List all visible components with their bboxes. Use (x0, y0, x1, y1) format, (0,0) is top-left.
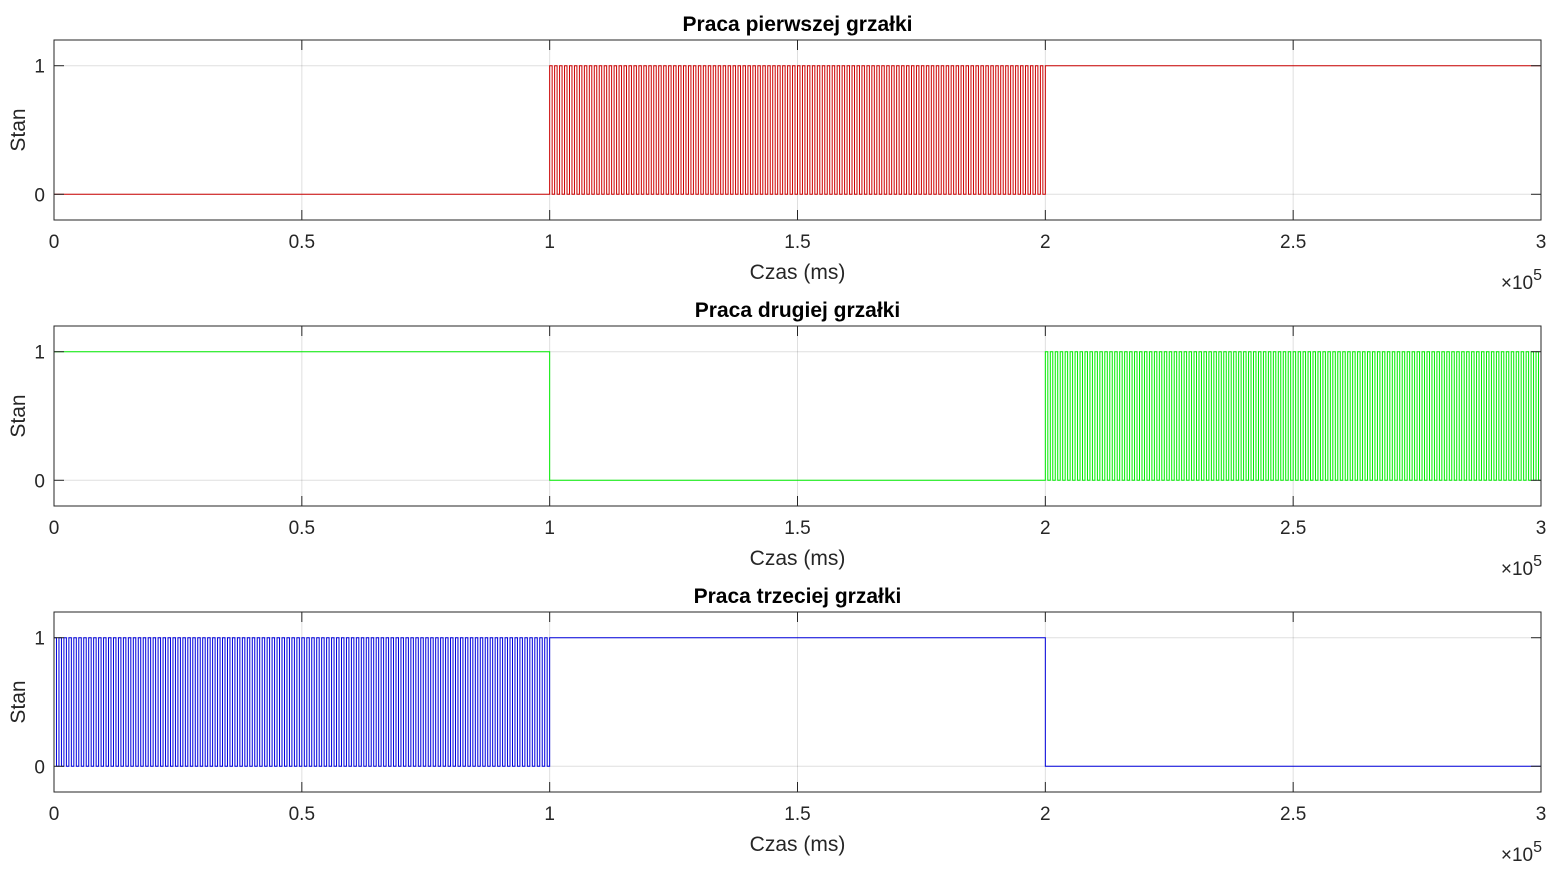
x-tick-label: 2 (1040, 518, 1051, 539)
chart-title: Praca pierwszej grzałki (683, 13, 913, 36)
series-line-1 (54, 351, 1541, 481)
x-tick-label: 3 (1536, 232, 1547, 253)
x-tick-label: 1 (544, 232, 555, 253)
x-tick-label: 1.5 (784, 804, 810, 825)
subplot-3: 0 0.5 1 1.5 2 2.5 3 0 1 Praca trzeciej grzałki Cza… (7, 585, 1546, 866)
x-axis-exponent-base: ×10 (1501, 845, 1533, 866)
x-axis-exponent-power: 5 (1533, 553, 1542, 570)
x-axis-label: Czas (ms) (750, 547, 846, 570)
y-axis-label: Stan (7, 394, 30, 437)
x-tick-label: 0 (49, 518, 60, 539)
x-tick-label: 2.5 (1280, 518, 1306, 539)
x-tick-label: 1 (544, 804, 555, 825)
x-axis-exponent: ×105 (1501, 267, 1542, 294)
x-tick-label: 1.5 (784, 232, 810, 253)
series-line-1 (54, 637, 1541, 767)
y-tick-label: 0 (34, 185, 45, 206)
x-tick-label: 2 (1040, 804, 1051, 825)
y-tick-label: 0 (34, 757, 45, 778)
y-tick-label: 1 (34, 343, 45, 364)
subplot-1: 0 0.5 1 1.5 2 2.5 3 0 1 Praca pierwszej grzałki Cz… (7, 13, 1546, 294)
x-axis-exponent-base: ×10 (1501, 559, 1533, 580)
subplot-2: 0 0.5 1 1.5 2 2.5 3 0 1 Praca drugiej grzałki Czas… (7, 299, 1546, 580)
series-line-1 (54, 65, 1541, 195)
x-tick-label: 0 (49, 232, 60, 253)
x-tick-label: 0 (49, 804, 60, 825)
x-tick-label: 0.5 (289, 804, 315, 825)
x-axis-label: Czas (ms) (750, 833, 846, 856)
x-axis-exponent-power: 5 (1533, 839, 1542, 856)
x-tick-label: 2.5 (1280, 804, 1306, 825)
chart-title: Praca drugiej grzałki (695, 299, 900, 322)
x-tick-label: 3 (1536, 804, 1547, 825)
y-axis-label: Stan (7, 108, 30, 151)
y-tick-label: 0 (34, 471, 45, 492)
y-axis-label: Stan (7, 680, 30, 723)
x-axis-exponent: ×105 (1501, 839, 1542, 866)
x-axis-exponent-base: ×10 (1501, 273, 1533, 294)
x-tick-label: 0.5 (289, 518, 315, 539)
x-tick-label: 2 (1040, 232, 1051, 253)
x-axis-exponent-power: 5 (1533, 267, 1542, 284)
x-axis-label: Czas (ms) (750, 261, 846, 284)
y-tick-label: 1 (34, 629, 45, 650)
x-tick-label: 1.5 (784, 518, 810, 539)
x-axis-exponent: ×105 (1501, 553, 1542, 580)
x-tick-label: 2.5 (1280, 232, 1306, 253)
x-tick-label: 3 (1536, 518, 1547, 539)
y-tick-label: 1 (34, 57, 45, 78)
x-tick-label: 0.5 (289, 232, 315, 253)
x-tick-label: 1 (544, 518, 555, 539)
chart-title: Praca trzeciej grzałki (694, 585, 902, 608)
